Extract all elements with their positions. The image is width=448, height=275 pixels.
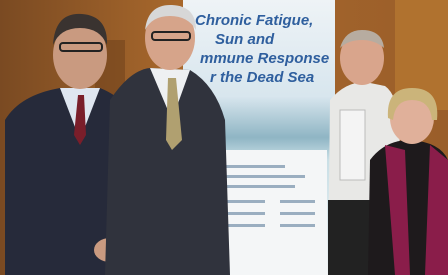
banner-title-line: Chronic Fatigue,	[195, 12, 313, 29]
banner-title-line: Sun and	[215, 31, 275, 48]
banner-title-line: r the Dead Sea	[210, 69, 314, 86]
photo: Chronic Fatigue, Sun and mmune Response …	[0, 0, 448, 275]
page: Chronic Fatigue, Sun and mmune Response …	[0, 0, 448, 275]
banner-title-line: mmune Response	[200, 50, 329, 67]
